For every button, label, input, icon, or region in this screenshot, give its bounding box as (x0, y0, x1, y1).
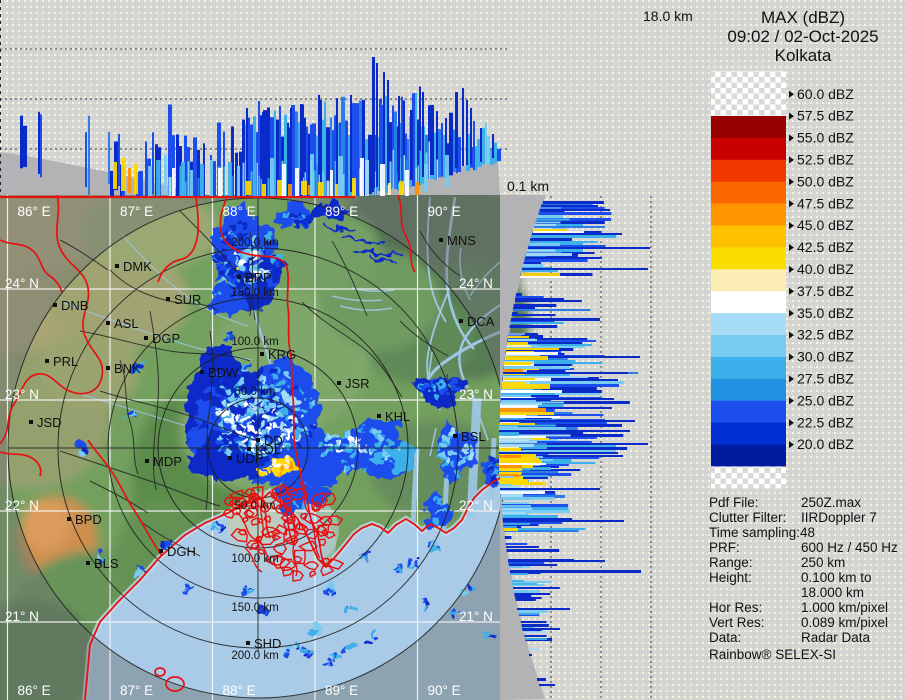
svg-text:52.5 dBZ: 52.5 dBZ (797, 152, 854, 168)
svg-text:BDW: BDW (208, 365, 239, 380)
svg-text:Pdf File:: Pdf File: (709, 495, 759, 510)
svg-text:21° N: 21° N (5, 609, 39, 624)
svg-text:37.5 dBZ: 37.5 dBZ (797, 283, 854, 299)
svg-text:23° N: 23° N (5, 387, 39, 402)
svg-text:21° N: 21° N (459, 609, 493, 624)
svg-text:SUR: SUR (174, 292, 201, 307)
svg-text:Data:: Data: (709, 630, 741, 645)
svg-text:IIRDoppler 7: IIRDoppler 7 (801, 510, 877, 525)
svg-text:0.089 km/pixel: 0.089 km/pixel (801, 615, 888, 630)
svg-text:89° E: 89° E (325, 204, 358, 219)
svg-text:DMK: DMK (123, 259, 152, 274)
svg-text:25.0 dBZ: 25.0 dBZ (797, 392, 854, 408)
svg-text:20.0 dBZ: 20.0 dBZ (797, 436, 854, 452)
svg-text:22° N: 22° N (459, 498, 493, 513)
svg-text:ASL: ASL (114, 316, 139, 331)
svg-text:JSD: JSD (37, 415, 62, 430)
svg-text:150.0 km: 150.0 km (231, 602, 278, 614)
svg-text:UDP: UDP (236, 451, 263, 466)
svg-text:SHD: SHD (254, 636, 281, 651)
svg-text:42.5 dBZ: 42.5 dBZ (797, 239, 854, 255)
svg-text:BRP: BRP (245, 270, 272, 285)
svg-text:45.0 dBZ: 45.0 dBZ (797, 217, 854, 233)
svg-text:KHL: KHL (385, 409, 410, 424)
svg-text:JSR: JSR (345, 376, 370, 391)
svg-text:BNK: BNK (114, 361, 141, 376)
svg-text:Range:: Range: (709, 555, 753, 570)
svg-text:Clutter Filter:: Clutter Filter: (709, 510, 786, 525)
svg-text:250 km: 250 km (801, 555, 845, 570)
svg-text:86° E: 86° E (18, 683, 51, 698)
svg-text:BLS: BLS (94, 556, 119, 571)
svg-text:24° N: 24° N (459, 276, 493, 291)
svg-text:88° E: 88° E (223, 204, 256, 219)
svg-text:Height:: Height: (709, 570, 752, 585)
svg-text:Rainbow® SELEX-SI: Rainbow® SELEX-SI (709, 647, 836, 662)
svg-text:0.100 km to: 0.100 km to (801, 570, 872, 585)
svg-text:DGP: DGP (152, 331, 180, 346)
svg-text:55.0 dBZ: 55.0 dBZ (797, 130, 854, 146)
svg-text:PRF:: PRF: (709, 540, 740, 555)
svg-text:DNB: DNB (61, 298, 88, 313)
svg-text:KOL: KOL (255, 442, 281, 457)
svg-text:MNS: MNS (447, 233, 476, 248)
svg-text:50.0 km: 50.0 km (235, 386, 276, 398)
svg-text:88° E: 88° E (223, 683, 256, 698)
svg-text:09:02 / 02-Oct-2025: 09:02 / 02-Oct-2025 (727, 27, 878, 46)
svg-text:DCA: DCA (467, 314, 495, 329)
svg-text:PRL: PRL (53, 354, 78, 369)
svg-text:23° N: 23° N (459, 387, 493, 402)
svg-text:27.5 dBZ: 27.5 dBZ (797, 371, 854, 387)
svg-text:Hor Res:: Hor Res: (709, 600, 762, 615)
svg-text:22° N: 22° N (5, 498, 39, 513)
svg-text:MDP: MDP (153, 454, 182, 469)
svg-text:BPD: BPD (75, 512, 102, 527)
svg-text:22.5 dBZ: 22.5 dBZ (797, 414, 854, 430)
svg-text:32.5 dBZ: 32.5 dBZ (797, 327, 854, 343)
svg-text:250Z.max: 250Z.max (801, 495, 861, 510)
svg-text:90° E: 90° E (428, 204, 461, 219)
svg-text:DGH: DGH (167, 544, 196, 559)
svg-text:MAX (dBZ): MAX (dBZ) (761, 8, 845, 27)
svg-text:200.0 km: 200.0 km (231, 650, 278, 662)
svg-text:100.0 km: 100.0 km (231, 336, 278, 348)
svg-text:87° E: 87° E (120, 204, 153, 219)
svg-text:86° E: 86° E (18, 204, 51, 219)
svg-text:57.5 dBZ: 57.5 dBZ (797, 108, 854, 124)
svg-text:100.0 km: 100.0 km (231, 553, 278, 565)
svg-text:40.0 dBZ: 40.0 dBZ (797, 261, 854, 277)
svg-text:87° E: 87° E (120, 683, 153, 698)
svg-text:35.0 dBZ: 35.0 dBZ (797, 305, 854, 321)
svg-text:1.000 km/pixel: 1.000 km/pixel (801, 600, 888, 615)
svg-text:Kolkata: Kolkata (775, 46, 832, 65)
svg-text:50.0 km: 50.0 km (235, 500, 276, 512)
svg-text:18.0 km: 18.0 km (643, 8, 693, 24)
svg-text:47.5 dBZ: 47.5 dBZ (797, 195, 854, 211)
svg-text:Radar Data: Radar Data (801, 630, 871, 645)
svg-text:18.000 km: 18.000 km (801, 585, 864, 600)
svg-text:0.1 km: 0.1 km (507, 178, 549, 194)
svg-text:Time sampling:48: Time sampling:48 (709, 525, 815, 540)
svg-text:200.0 km: 200.0 km (231, 237, 278, 249)
svg-text:30.0 dBZ: 30.0 dBZ (797, 349, 854, 365)
svg-text:KRG: KRG (268, 347, 296, 362)
svg-text:50.0 dBZ: 50.0 dBZ (797, 173, 854, 189)
svg-text:Vert Res:: Vert Res: (709, 615, 765, 630)
svg-text:150.0 km: 150.0 km (231, 287, 278, 299)
svg-text:DD: DD (264, 433, 283, 448)
svg-text:BSL: BSL (461, 429, 486, 444)
svg-text:600 Hz / 450 Hz: 600 Hz / 450 Hz (801, 540, 898, 555)
svg-text:60.0 dBZ: 60.0 dBZ (797, 86, 854, 102)
svg-text:89° E: 89° E (325, 683, 358, 698)
svg-text:24° N: 24° N (5, 276, 39, 291)
svg-text:90° E: 90° E (428, 683, 461, 698)
